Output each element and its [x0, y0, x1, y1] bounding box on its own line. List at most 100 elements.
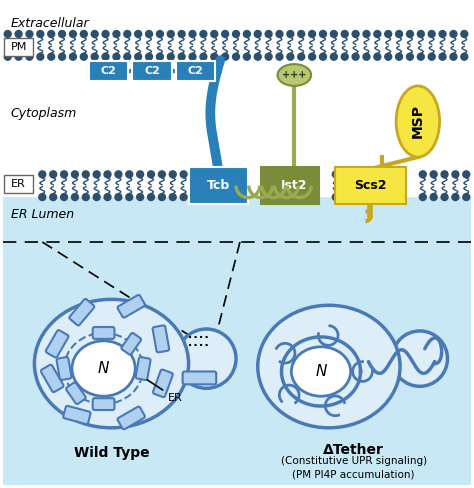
- Circle shape: [113, 31, 120, 38]
- Circle shape: [439, 53, 446, 60]
- Circle shape: [441, 171, 448, 178]
- Circle shape: [189, 53, 196, 60]
- Circle shape: [146, 31, 153, 38]
- Circle shape: [439, 31, 446, 38]
- Circle shape: [180, 171, 187, 178]
- Circle shape: [461, 53, 468, 60]
- Circle shape: [396, 53, 402, 60]
- Circle shape: [233, 31, 239, 38]
- Circle shape: [48, 53, 55, 60]
- FancyBboxPatch shape: [153, 369, 173, 397]
- Circle shape: [167, 31, 174, 38]
- Circle shape: [115, 171, 122, 178]
- Circle shape: [4, 53, 11, 60]
- Circle shape: [37, 31, 44, 38]
- FancyBboxPatch shape: [66, 383, 86, 404]
- Circle shape: [48, 31, 55, 38]
- Circle shape: [169, 194, 176, 201]
- Circle shape: [156, 53, 164, 60]
- Circle shape: [309, 53, 316, 60]
- Circle shape: [158, 194, 165, 201]
- Circle shape: [104, 171, 111, 178]
- Circle shape: [319, 53, 327, 60]
- Bar: [3, 3, 471, 196]
- Text: (PM PI4P accumulation): (PM PI4P accumulation): [292, 469, 415, 479]
- Circle shape: [298, 53, 305, 60]
- Circle shape: [363, 31, 370, 38]
- Circle shape: [452, 194, 459, 201]
- Text: (Constitutive UPR signaling): (Constitutive UPR signaling): [281, 456, 427, 467]
- Circle shape: [180, 194, 187, 201]
- Circle shape: [330, 53, 337, 60]
- Text: N: N: [315, 364, 327, 379]
- FancyBboxPatch shape: [261, 167, 319, 204]
- Circle shape: [265, 31, 272, 38]
- FancyBboxPatch shape: [118, 295, 145, 318]
- Circle shape: [419, 171, 426, 178]
- Circle shape: [191, 171, 198, 178]
- FancyBboxPatch shape: [132, 61, 172, 81]
- Text: ER: ER: [11, 179, 26, 189]
- Circle shape: [319, 31, 327, 38]
- Circle shape: [276, 31, 283, 38]
- Circle shape: [407, 53, 413, 60]
- Text: C2: C2: [100, 66, 117, 76]
- Circle shape: [450, 31, 457, 38]
- Circle shape: [374, 31, 381, 38]
- Circle shape: [102, 31, 109, 38]
- FancyBboxPatch shape: [118, 407, 145, 429]
- Circle shape: [93, 194, 100, 201]
- Circle shape: [178, 31, 185, 38]
- Circle shape: [70, 53, 76, 60]
- Ellipse shape: [392, 331, 447, 386]
- FancyBboxPatch shape: [335, 167, 406, 204]
- Circle shape: [93, 171, 100, 178]
- Circle shape: [26, 53, 33, 60]
- Circle shape: [222, 53, 228, 60]
- FancyBboxPatch shape: [121, 333, 141, 355]
- Text: Extracellular: Extracellular: [11, 17, 89, 30]
- Circle shape: [222, 31, 228, 38]
- Circle shape: [104, 194, 111, 201]
- Text: C2: C2: [188, 66, 203, 76]
- Circle shape: [341, 31, 348, 38]
- FancyBboxPatch shape: [93, 327, 114, 339]
- Circle shape: [428, 53, 435, 60]
- Circle shape: [276, 53, 283, 60]
- Ellipse shape: [177, 329, 236, 388]
- Circle shape: [407, 31, 413, 38]
- Circle shape: [39, 194, 46, 201]
- Circle shape: [211, 31, 218, 38]
- Circle shape: [137, 194, 144, 201]
- Circle shape: [452, 171, 459, 178]
- Text: Cytoplasm: Cytoplasm: [11, 107, 77, 120]
- Ellipse shape: [277, 64, 311, 86]
- FancyBboxPatch shape: [56, 357, 72, 380]
- Circle shape: [298, 31, 305, 38]
- FancyBboxPatch shape: [182, 371, 216, 385]
- Bar: [3, 196, 471, 485]
- Circle shape: [463, 171, 470, 178]
- Circle shape: [418, 31, 424, 38]
- Circle shape: [385, 31, 392, 38]
- Ellipse shape: [35, 299, 189, 428]
- Circle shape: [352, 31, 359, 38]
- Circle shape: [37, 53, 44, 60]
- Circle shape: [441, 194, 448, 201]
- FancyBboxPatch shape: [69, 299, 94, 325]
- FancyBboxPatch shape: [189, 167, 248, 204]
- Circle shape: [309, 31, 316, 38]
- Circle shape: [200, 31, 207, 38]
- Circle shape: [167, 53, 174, 60]
- Circle shape: [254, 53, 261, 60]
- Ellipse shape: [292, 347, 351, 396]
- Circle shape: [50, 171, 56, 178]
- Circle shape: [15, 53, 22, 60]
- Circle shape: [113, 53, 120, 60]
- Circle shape: [72, 194, 78, 201]
- Text: N: N: [98, 361, 109, 376]
- Text: Tcb: Tcb: [207, 179, 230, 192]
- Circle shape: [102, 53, 109, 60]
- Circle shape: [39, 171, 46, 178]
- FancyBboxPatch shape: [4, 175, 33, 193]
